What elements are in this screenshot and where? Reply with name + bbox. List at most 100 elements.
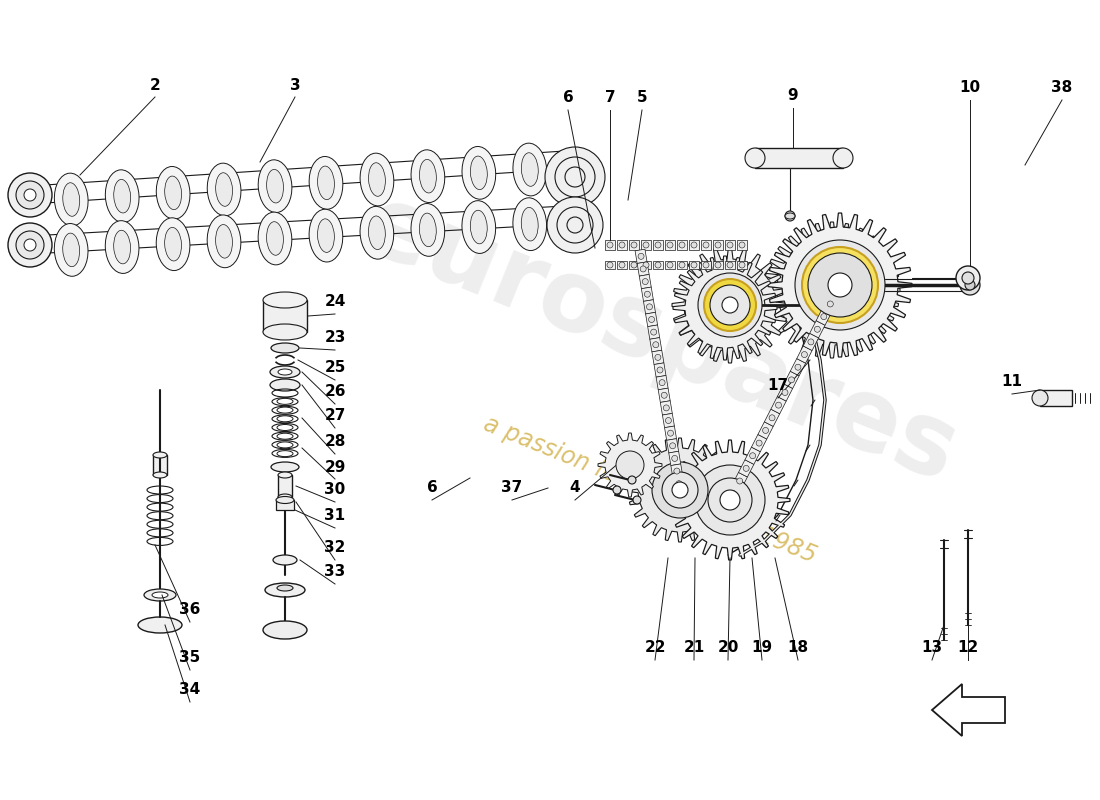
Text: 11: 11 (1001, 374, 1023, 390)
Circle shape (695, 465, 764, 535)
Polygon shape (644, 300, 656, 314)
Text: 10: 10 (959, 81, 980, 95)
Ellipse shape (165, 176, 182, 210)
Circle shape (24, 189, 36, 201)
Ellipse shape (785, 213, 795, 219)
Circle shape (672, 455, 678, 462)
Circle shape (16, 231, 44, 259)
Ellipse shape (318, 162, 332, 183)
Bar (725, 240, 735, 250)
Ellipse shape (138, 617, 182, 633)
Circle shape (960, 275, 980, 295)
Bar (1040, 390, 1072, 406)
Ellipse shape (278, 472, 292, 478)
Ellipse shape (63, 182, 79, 216)
Ellipse shape (63, 233, 79, 266)
Bar (278, 475, 292, 497)
Circle shape (607, 262, 613, 268)
Ellipse shape (360, 206, 394, 259)
Bar (153, 455, 167, 475)
Circle shape (607, 242, 613, 248)
Ellipse shape (521, 202, 537, 224)
Circle shape (649, 317, 654, 322)
Bar (641, 240, 651, 250)
Circle shape (808, 253, 872, 317)
Text: 5: 5 (637, 90, 647, 106)
Polygon shape (768, 213, 912, 357)
Bar (653, 240, 663, 250)
Bar (666, 261, 675, 269)
Circle shape (654, 262, 661, 268)
Text: 21: 21 (683, 641, 705, 655)
Bar (725, 261, 735, 269)
Circle shape (616, 451, 644, 479)
Text: 6: 6 (562, 90, 573, 106)
Polygon shape (667, 438, 679, 453)
Ellipse shape (273, 555, 297, 565)
Circle shape (756, 440, 762, 446)
Circle shape (769, 414, 776, 421)
Polygon shape (641, 287, 653, 302)
Polygon shape (778, 384, 793, 401)
Polygon shape (670, 440, 790, 560)
Circle shape (654, 242, 661, 248)
Text: 31: 31 (324, 509, 345, 523)
Circle shape (807, 339, 814, 345)
Ellipse shape (267, 217, 282, 238)
Bar (689, 240, 698, 250)
Ellipse shape (521, 207, 538, 241)
Ellipse shape (471, 156, 487, 190)
Circle shape (795, 240, 886, 330)
Ellipse shape (217, 168, 231, 190)
Circle shape (745, 148, 764, 168)
Circle shape (642, 278, 648, 285)
Circle shape (710, 285, 750, 325)
Bar (605, 240, 615, 250)
Text: 35: 35 (179, 650, 200, 666)
Polygon shape (784, 371, 800, 389)
Circle shape (814, 326, 821, 332)
Circle shape (659, 380, 666, 386)
Polygon shape (758, 422, 773, 439)
Circle shape (722, 297, 738, 313)
Ellipse shape (318, 214, 332, 236)
Circle shape (679, 262, 685, 268)
Ellipse shape (216, 173, 232, 206)
Ellipse shape (106, 170, 139, 222)
Circle shape (651, 329, 657, 335)
Text: 36: 36 (179, 602, 200, 618)
Ellipse shape (471, 206, 485, 227)
Ellipse shape (521, 153, 538, 186)
Ellipse shape (217, 220, 231, 242)
Ellipse shape (276, 497, 294, 503)
Circle shape (737, 478, 742, 484)
Circle shape (16, 181, 44, 209)
Circle shape (720, 490, 740, 510)
Polygon shape (598, 433, 662, 497)
Text: 19: 19 (751, 641, 772, 655)
Circle shape (956, 266, 980, 290)
Ellipse shape (368, 158, 384, 179)
Circle shape (654, 354, 661, 360)
Text: 28: 28 (324, 434, 345, 450)
Circle shape (833, 148, 853, 168)
Circle shape (670, 442, 675, 449)
Circle shape (834, 288, 839, 294)
Text: 20: 20 (717, 641, 739, 655)
Circle shape (657, 367, 663, 373)
Ellipse shape (513, 143, 547, 196)
Circle shape (662, 472, 698, 508)
Text: 34: 34 (179, 682, 200, 698)
Ellipse shape (471, 210, 487, 244)
Ellipse shape (258, 160, 292, 213)
Polygon shape (803, 334, 818, 350)
Circle shape (666, 418, 671, 423)
Ellipse shape (165, 171, 179, 193)
Circle shape (556, 157, 595, 197)
Circle shape (715, 262, 720, 268)
Circle shape (691, 242, 697, 248)
Ellipse shape (113, 230, 131, 264)
Polygon shape (628, 438, 732, 542)
Text: 29: 29 (324, 459, 345, 474)
Polygon shape (816, 308, 832, 326)
